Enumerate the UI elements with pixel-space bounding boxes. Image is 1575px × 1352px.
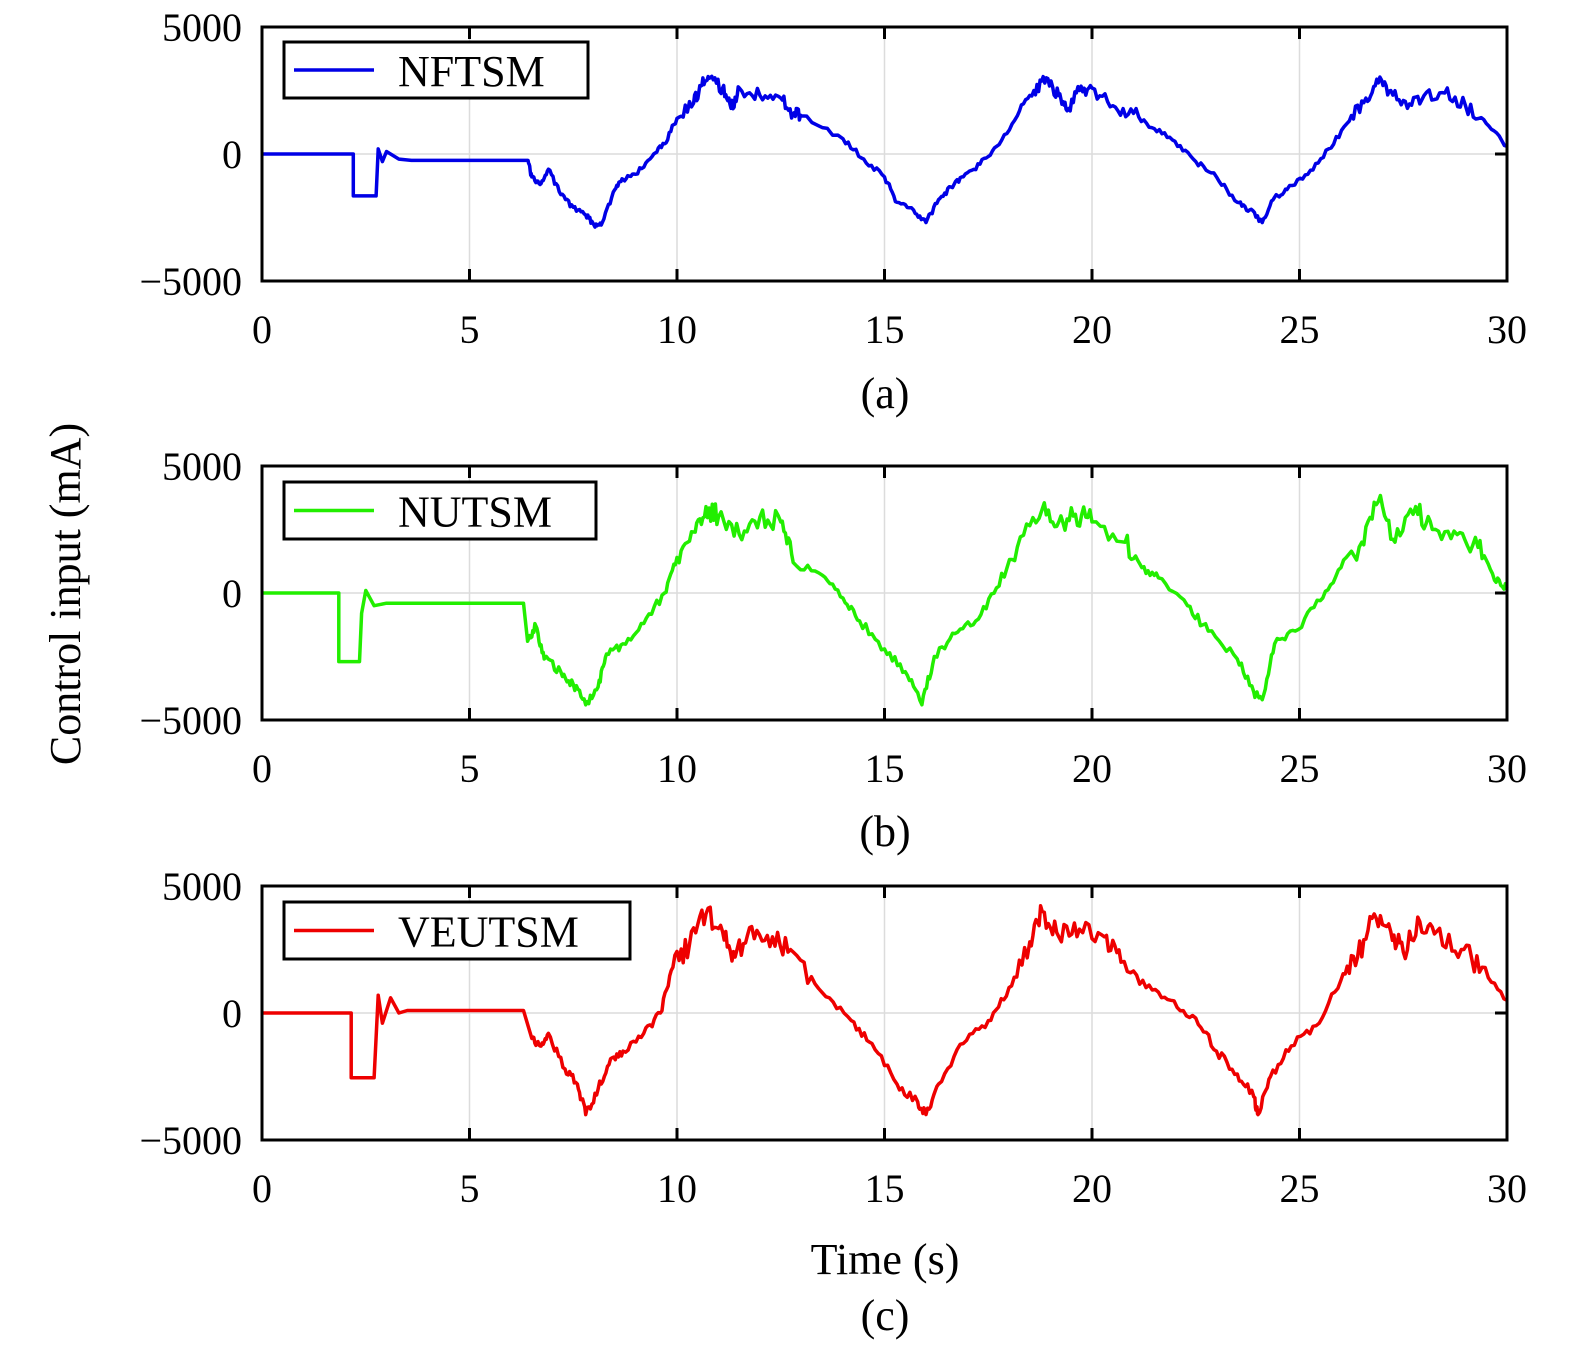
subplot-caption: (b) [859, 807, 910, 856]
y-tick-label: −5000 [139, 1118, 242, 1163]
x-tick-label: 20 [1072, 1166, 1112, 1211]
x-tick-label: 30 [1487, 1166, 1527, 1211]
y-tick-label: 0 [222, 132, 242, 177]
legend-label: NUTSM [398, 488, 552, 537]
x-tick-label: 30 [1487, 746, 1527, 791]
x-tick-label: 20 [1072, 307, 1112, 352]
y-tick-label: 0 [222, 571, 242, 616]
y-tick-label: −5000 [139, 698, 242, 743]
x-tick-label: 5 [460, 307, 480, 352]
x-tick-label: 20 [1072, 746, 1112, 791]
x-tick-label: 0 [252, 1166, 272, 1211]
series-line-nutsm [262, 493, 1509, 707]
x-tick-label: 10 [657, 307, 697, 352]
legend-label: VEUTSM [398, 908, 579, 957]
x-tick-label: 25 [1280, 1166, 1320, 1211]
subplot-caption: (a) [861, 369, 910, 418]
axes-frame [260, 884, 1509, 1142]
subplot-caption: (c) [861, 1291, 910, 1340]
legend: VEUTSM [282, 900, 632, 961]
series-line-nftsm [262, 74, 1508, 229]
y-tick-label: −5000 [139, 259, 242, 304]
axes-frame [260, 25, 1509, 283]
y-axis-label: Control input (mA) [41, 423, 90, 765]
y-tick-label: 5000 [162, 444, 242, 489]
x-tick-label: 25 [1280, 307, 1320, 352]
x-tick-label: 0 [252, 307, 272, 352]
y-tick-label: 5000 [162, 864, 242, 909]
axes-frame [260, 464, 1509, 722]
series-line-veutsm [262, 904, 1508, 1117]
y-tick-label: 5000 [162, 5, 242, 50]
x-tick-label: 5 [460, 1166, 480, 1211]
x-tick-label: 15 [865, 307, 905, 352]
legend: NFTSM [282, 40, 590, 100]
legend: NUTSM [282, 480, 598, 541]
x-tick-label: 15 [865, 746, 905, 791]
x-tick-label: 30 [1487, 307, 1527, 352]
x-tick-label: 5 [460, 746, 480, 791]
x-tick-label: 10 [657, 1166, 697, 1211]
y-tick-label: 0 [222, 991, 242, 1036]
x-tick-label: 25 [1280, 746, 1320, 791]
x-axis-label: Time (s) [811, 1235, 960, 1284]
legend-label: NFTSM [398, 47, 545, 96]
x-tick-label: 10 [657, 746, 697, 791]
x-tick-label: 0 [252, 746, 272, 791]
x-tick-label: 15 [865, 1166, 905, 1211]
